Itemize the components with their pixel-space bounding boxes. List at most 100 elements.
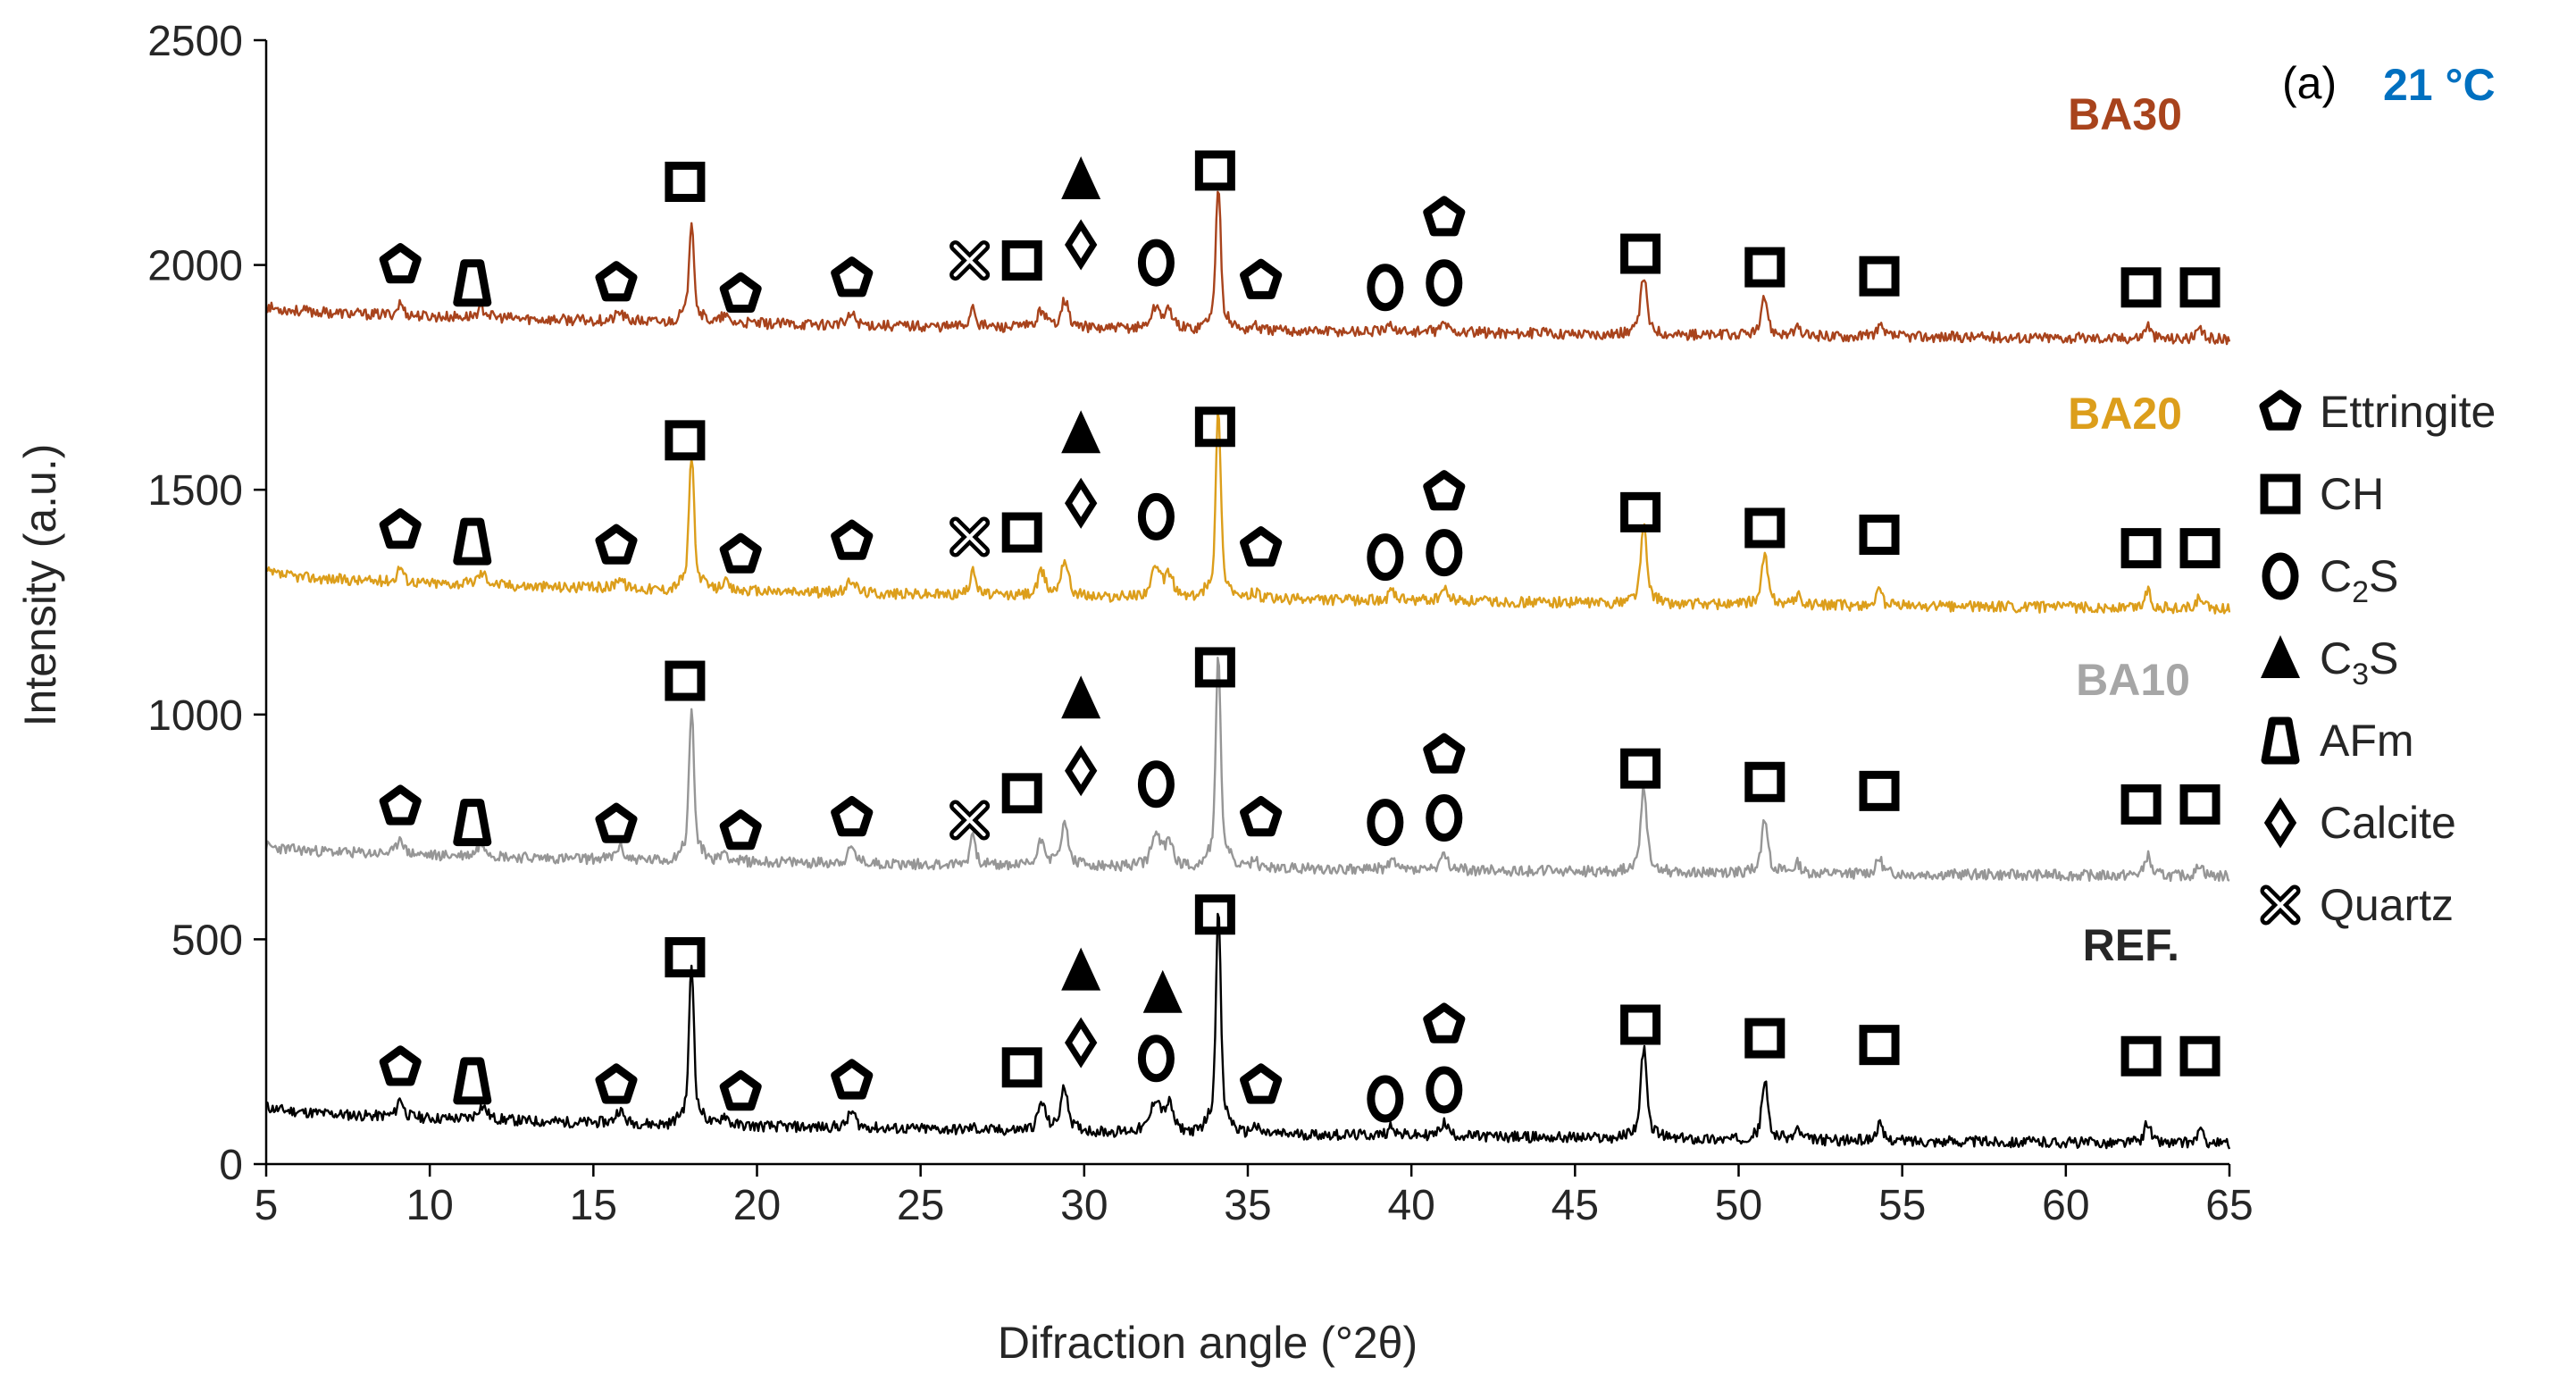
x-tick-label: 30 bbox=[1060, 1182, 1108, 1229]
phase-marker-diamond bbox=[1065, 1017, 1098, 1068]
phase-marker-square bbox=[665, 420, 706, 461]
x-tick-label: 15 bbox=[570, 1182, 617, 1229]
phase-marker-pentagon bbox=[719, 1070, 762, 1111]
phase-marker-layer bbox=[379, 150, 2221, 1123]
x-tick-label: 40 bbox=[1387, 1182, 1434, 1229]
phase-marker-trapezoid bbox=[453, 259, 492, 307]
legend-label-ettringite: Ettringite bbox=[2320, 387, 2496, 437]
series-label-ref: REF. bbox=[2083, 920, 2179, 970]
legend-symbol-circle bbox=[2262, 552, 2299, 600]
phase-marker-square bbox=[2179, 783, 2221, 825]
phase-marker-pentagon bbox=[719, 809, 762, 851]
y-tick-label: 2000 bbox=[147, 243, 243, 290]
phase-marker-square bbox=[1859, 1025, 1900, 1066]
x-tick-label: 5 bbox=[255, 1182, 279, 1229]
legend: Ettringite CH C2S C3S AFm Calcite Quartz bbox=[2259, 387, 2496, 930]
phase-marker-pentagon bbox=[1240, 796, 1283, 837]
phase-marker-square bbox=[1620, 1004, 1661, 1045]
phase-marker-square bbox=[1194, 894, 1235, 935]
phase-marker-pentagon bbox=[831, 519, 874, 560]
phase-marker-square bbox=[1620, 748, 1661, 789]
phase-marker-circle bbox=[1137, 492, 1175, 540]
legend-label-c2s: C2S bbox=[2320, 551, 2398, 609]
phase-marker-pentagon bbox=[1423, 470, 1466, 511]
phase-marker-square bbox=[2120, 528, 2162, 569]
phase-marker-circle bbox=[1426, 529, 1463, 577]
phase-marker-square bbox=[1620, 233, 1661, 274]
phase-marker-pentagon bbox=[595, 524, 638, 565]
legend-symbol-pentagon bbox=[2259, 390, 2302, 431]
phase-marker-triangle bbox=[1061, 155, 1101, 199]
phase-marker-pentagon bbox=[1423, 196, 1466, 237]
phase-marker-cross bbox=[949, 240, 991, 281]
y-tick-label: 0 bbox=[219, 1142, 243, 1189]
phase-marker-square bbox=[2179, 528, 2221, 569]
phase-marker-trapezoid bbox=[453, 517, 492, 566]
phase-marker-circle bbox=[1426, 259, 1463, 307]
x-tick-label: 45 bbox=[1551, 1182, 1599, 1229]
legend-symbol-trapezoid bbox=[2261, 716, 2300, 765]
phase-marker-pentagon bbox=[1423, 733, 1466, 774]
phase-marker-square bbox=[1001, 773, 1042, 814]
phase-marker-square bbox=[2120, 783, 2162, 825]
series-label-ba30: BA30 bbox=[2068, 89, 2182, 139]
phase-marker-circle bbox=[1426, 794, 1463, 842]
phase-marker-pentagon bbox=[595, 802, 638, 843]
series-line-ref bbox=[265, 912, 2231, 1150]
series-line-ba10 bbox=[264, 657, 2230, 883]
phase-marker-square bbox=[1194, 406, 1235, 448]
x-tick-label: 25 bbox=[897, 1182, 944, 1229]
legend-symbol-diamond bbox=[2263, 797, 2297, 849]
phase-marker-square bbox=[1744, 507, 1786, 549]
phase-marker-square bbox=[1001, 1047, 1042, 1088]
phase-marker-diamond bbox=[1065, 745, 1098, 797]
legend-label-afm: AFm bbox=[2320, 716, 2414, 766]
phase-marker-circle bbox=[1137, 1035, 1175, 1083]
legend-symbol-triangle bbox=[2261, 635, 2300, 678]
phase-marker-diamond bbox=[1065, 477, 1098, 529]
y-tick-label: 1500 bbox=[147, 467, 243, 515]
phase-marker-circle bbox=[1367, 533, 1404, 582]
phase-marker-square bbox=[1744, 247, 1786, 288]
phase-marker-square bbox=[1859, 770, 1900, 811]
phase-marker-square bbox=[665, 937, 706, 978]
x-tick-label: 20 bbox=[733, 1182, 781, 1229]
phase-marker-pentagon bbox=[1240, 1063, 1283, 1104]
x-tick-label: 10 bbox=[406, 1182, 453, 1229]
series-line-ba30 bbox=[264, 190, 2231, 346]
phase-marker-pentagon bbox=[719, 272, 762, 313]
phase-marker-pentagon bbox=[1240, 258, 1283, 299]
phase-marker-square bbox=[1744, 761, 1786, 802]
phase-marker-square bbox=[2120, 267, 2162, 308]
phase-marker-square bbox=[1194, 150, 1235, 191]
series-labels: REF. BA10 BA20 BA30 bbox=[2068, 89, 2190, 970]
x-tick-label: 50 bbox=[1715, 1182, 1762, 1229]
legend-label-calcite: Calcite bbox=[2320, 798, 2456, 848]
phase-marker-square bbox=[1859, 515, 1900, 556]
legend-symbol-cross bbox=[2260, 884, 2301, 926]
phase-marker-pentagon bbox=[595, 261, 638, 302]
phase-marker-pentagon bbox=[379, 784, 422, 825]
phase-marker-circle bbox=[1137, 239, 1175, 287]
phase-marker-square bbox=[1001, 512, 1042, 553]
temperature-label: 21 °C bbox=[2383, 60, 2496, 110]
phase-marker-pentagon bbox=[719, 532, 762, 574]
phase-marker-trapezoid bbox=[453, 1057, 492, 1105]
y-tick-label: 500 bbox=[171, 917, 243, 964]
phase-marker-circle bbox=[1367, 799, 1404, 847]
phase-marker-pentagon bbox=[831, 796, 874, 837]
phase-marker-trapezoid bbox=[453, 799, 492, 847]
phase-marker-pentagon bbox=[379, 1045, 422, 1086]
phase-marker-diamond bbox=[1065, 219, 1098, 271]
phase-marker-pentagon bbox=[1423, 1002, 1466, 1043]
x-tick-label: 65 bbox=[2205, 1182, 2253, 1229]
phase-marker-square bbox=[665, 660, 706, 701]
series-line-ba20 bbox=[265, 410, 2231, 615]
phase-marker-square bbox=[1001, 240, 1042, 281]
legend-label-c3s: C3S bbox=[2320, 633, 2398, 691]
phase-marker-triangle bbox=[1142, 969, 1183, 1013]
y-axis-title: Intensity (a.u.) bbox=[15, 444, 65, 727]
x-tick-label: 35 bbox=[1224, 1182, 1271, 1229]
phase-marker-pentagon bbox=[379, 508, 422, 549]
phase-marker-pentagon bbox=[831, 1059, 874, 1100]
